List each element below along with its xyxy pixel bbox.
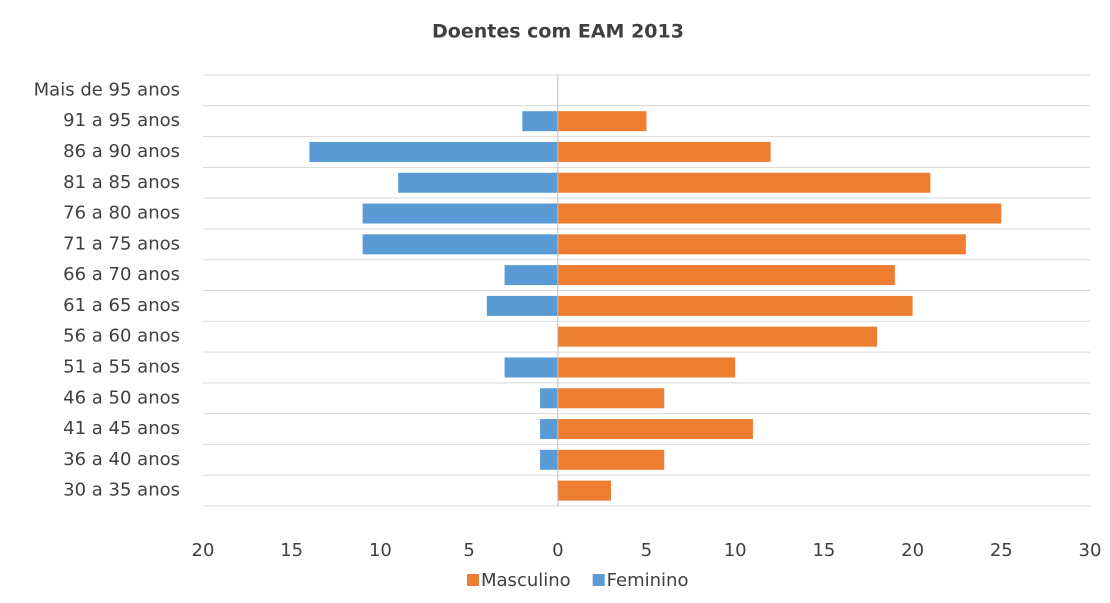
y-tick-label: 56 a 60 anos	[63, 326, 180, 347]
bar	[557, 295, 913, 316]
bar	[398, 172, 558, 193]
bar	[557, 172, 931, 193]
bar	[557, 480, 612, 501]
x-tick-label: 15	[812, 540, 835, 561]
y-tick-label: 61 a 65 anos	[63, 295, 180, 316]
x-tick-label: 15	[280, 540, 303, 561]
x-tick-label: 30	[1079, 540, 1102, 561]
y-tick-label: 86 a 90 anos	[63, 141, 180, 162]
bar	[486, 295, 558, 316]
y-tick-label: 30 a 35 anos	[63, 480, 180, 501]
y-tick-label: 66 a 70 anos	[63, 264, 180, 285]
bar	[557, 203, 1002, 224]
x-tick-label: 10	[369, 540, 392, 561]
x-tick-label: 0	[552, 540, 563, 561]
bar	[557, 265, 895, 286]
bar	[540, 419, 558, 440]
bar	[557, 141, 771, 162]
legend-label: Feminino	[607, 570, 689, 591]
bar	[309, 141, 558, 162]
y-tick-label: 51 a 55 anos	[63, 356, 180, 377]
bar	[557, 234, 966, 255]
bar	[504, 357, 558, 378]
legend-swatch	[467, 574, 479, 586]
x-tick-label: 20	[901, 540, 924, 561]
bar	[504, 265, 558, 286]
x-tick-label: 20	[192, 540, 215, 561]
legend-label: Masculino	[481, 570, 571, 591]
x-tick-label: 25	[990, 540, 1013, 561]
y-tick-label: 91 a 95 anos	[63, 110, 180, 131]
bar	[362, 234, 558, 255]
bar	[557, 111, 647, 132]
x-tick-label: 5	[463, 540, 474, 561]
y-tick-label: 41 a 45 anos	[63, 418, 180, 439]
bar	[557, 419, 753, 440]
bar	[557, 326, 878, 347]
bar	[522, 111, 558, 132]
y-tick-label: 71 a 75 anos	[63, 233, 180, 254]
bar	[557, 388, 665, 409]
bar	[540, 388, 558, 409]
bar	[557, 357, 736, 378]
bar	[362, 203, 558, 224]
bar	[540, 449, 558, 470]
x-tick-label: 5	[641, 540, 652, 561]
y-tick-label: 76 a 80 anos	[63, 203, 180, 224]
legend-swatch	[592, 574, 605, 586]
y-tick-label: 46 a 50 anos	[63, 387, 180, 408]
x-tick-label: 10	[724, 540, 747, 561]
chart-title: Doentes com EAM 2013	[432, 21, 684, 43]
y-tick-label: 36 a 40 anos	[63, 449, 180, 470]
y-tick-label: Mais de 95 anos	[34, 79, 180, 100]
y-tick-label: 81 a 85 anos	[63, 172, 180, 193]
bar	[557, 449, 665, 470]
